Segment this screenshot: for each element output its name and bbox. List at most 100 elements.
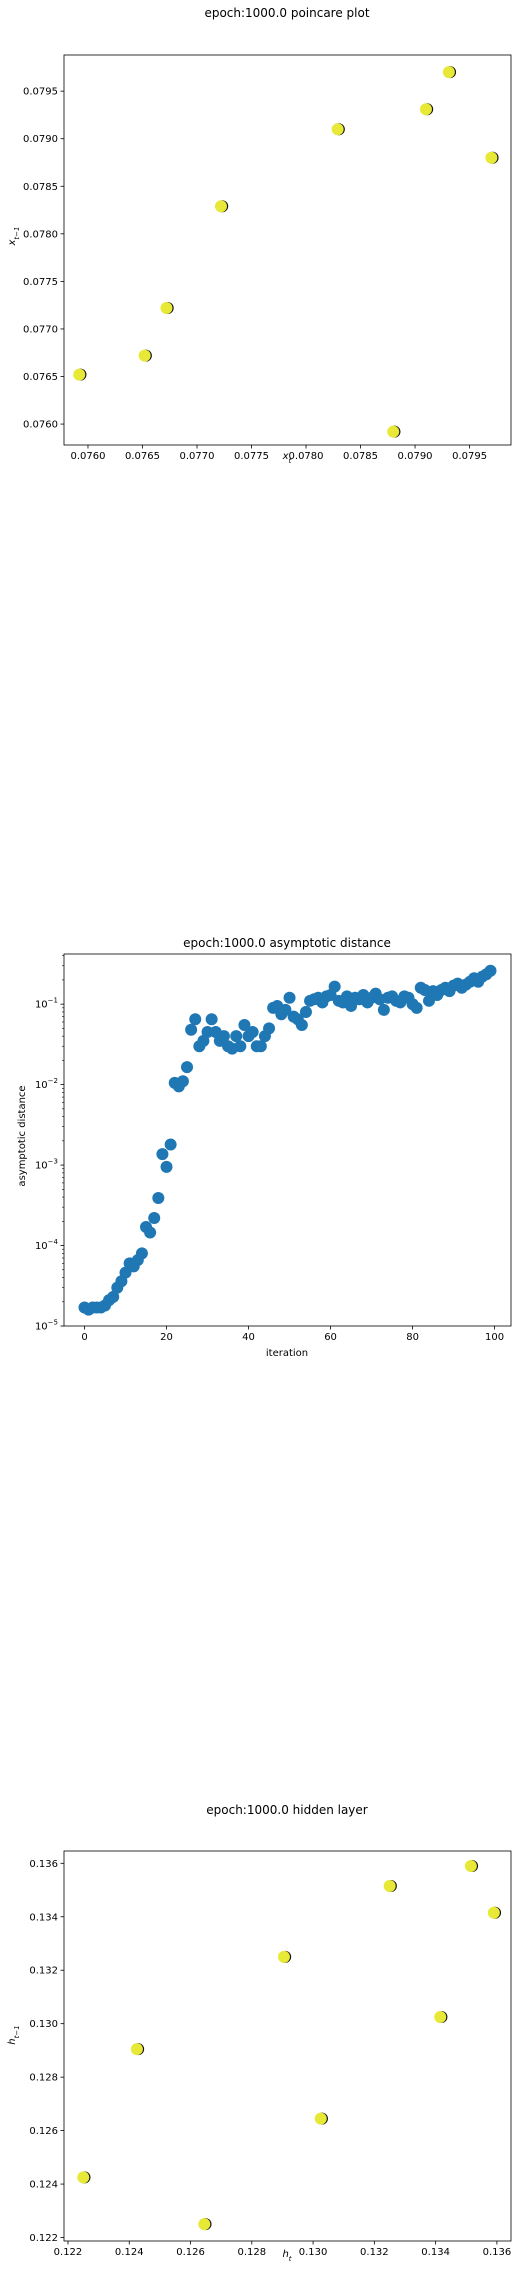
scatter-point (107, 1290, 120, 1303)
scatter-point (487, 1906, 502, 1919)
x-tick: 0.124 (115, 2241, 144, 2258)
y-tick-label: 10−2 (35, 1077, 58, 1091)
scatter-point (383, 1880, 397, 1893)
y-tick: 0.0795 (23, 87, 64, 98)
x-axis-ticks: 0.0760 0.0765 0.0770 0.0775 0.0780 0.0785 0.07… (70, 445, 487, 462)
scatter-point (434, 2010, 448, 2023)
plot-frame (63, 54, 512, 446)
y-axis-label: xt−1 (7, 227, 21, 247)
x-tick: 0.134 (421, 2241, 450, 2258)
x-tick: 100 (485, 1326, 504, 1343)
y-tick-label: 0.0760 (23, 420, 58, 431)
scatter-point (263, 1022, 276, 1035)
y-tick: 0.0760 (23, 420, 64, 431)
scatter-point (176, 1075, 189, 1088)
scatter-point (119, 1266, 132, 1279)
y-tick-label: 0.0780 (23, 229, 58, 240)
x-tick-label: 0.0790 (398, 451, 433, 462)
x-tick-label: 0.0770 (180, 451, 215, 462)
scatter-point (419, 103, 434, 116)
y-axis-ticks: 10−5 10−4 10−3 10−2 10−1 (35, 955, 64, 1333)
x-tick: 0.136 (483, 2241, 512, 2258)
x-tick: 0.0765 (125, 445, 160, 462)
plot-frame (63, 953, 512, 1327)
x-tick-label: 0.122 (54, 2247, 83, 2258)
x-axis-label: xt (282, 451, 292, 465)
x-tick: 0.0785 (343, 445, 378, 462)
scatter-point (135, 1247, 148, 1260)
y-tick: 0.136 (29, 1859, 64, 1870)
y-tick-label: 0.134 (29, 1912, 58, 1923)
x-tick-label: 0.0760 (70, 451, 105, 462)
y-tick: 0.0780 (23, 229, 64, 240)
x-axis-ticks: 0 20 40 60 80 100 (81, 1326, 504, 1343)
scatter-point (234, 1040, 247, 1053)
x-tick: 0.0780 (289, 445, 324, 462)
scatter-point (181, 1061, 194, 1074)
scatter-point (138, 349, 152, 362)
y-tick: 0.122 (29, 2233, 64, 2244)
y-tick-label: 0.132 (29, 1966, 58, 1977)
scatter-point (164, 1138, 177, 1151)
x-tick-label: 60 (324, 1332, 337, 1343)
x-axis-label-main: x (282, 451, 289, 462)
scatter-point (387, 425, 401, 438)
plot-frame (63, 1850, 512, 2242)
y-tick: 0.0785 (23, 182, 64, 193)
scatter-point (410, 1001, 423, 1014)
hidden-layer-chart: epoch:1000.0 hidden layer 0.122 0.124 0.12… (7, 1803, 512, 2263)
y-tick: 10−3 (35, 1158, 64, 1172)
chart-title: epoch:1000.0 asymptotic distance (183, 936, 391, 950)
scatter-point (144, 1226, 157, 1239)
scatter-point (156, 1148, 169, 1161)
y-tick: 0.126 (29, 2126, 64, 2137)
scatter-point (198, 2218, 212, 2231)
scatter-point (230, 1030, 243, 1043)
scatter-point (279, 1003, 292, 1016)
x-tick: 0.130 (299, 2241, 327, 2258)
x-tick: 80 (406, 1326, 419, 1343)
x-tick: 0.122 (54, 2241, 83, 2258)
y-tick-label: 0.0795 (23, 87, 58, 98)
x-tick-label: 20 (160, 1332, 173, 1343)
scatter-point (295, 1019, 308, 1032)
y-tick: 0.130 (29, 2019, 64, 2030)
x-tick-label: 0.0775 (234, 451, 269, 462)
x-tick-label: 0.0795 (452, 451, 487, 462)
x-tick: 0.0795 (452, 445, 487, 462)
scatter-point (283, 991, 296, 1004)
y-tick-label: 10−4 (35, 1238, 59, 1252)
scatter-point (160, 1160, 173, 1173)
y-tick: 10−1 (35, 997, 64, 1011)
scatter-point (485, 151, 499, 164)
scatter-point (214, 200, 229, 213)
x-axis-label: ht (282, 2249, 291, 2263)
scatter-point (73, 368, 87, 381)
y-axis-ticks: 0.122 0.124 0.126 0.128 0.130 0.132 0.134 0.136 (29, 1859, 64, 2244)
x-tick-label: 0.136 (483, 2247, 512, 2258)
x-tick: 0.128 (237, 2241, 266, 2258)
x-axis-ticks: 0.122 0.124 0.126 0.128 0.130 0.132 0.134 0.136 (54, 2241, 512, 2258)
scatter-point (148, 1211, 161, 1224)
chart-title: epoch:1000.0 poincare plot (204, 6, 369, 20)
y-tick-label: 0.130 (29, 2019, 58, 2030)
x-tick-label: 0.132 (360, 2247, 389, 2258)
y-tick-label: 0.0765 (23, 372, 58, 383)
y-tick-label: 0.0770 (23, 324, 58, 335)
y-tick: 0.0765 (23, 372, 64, 383)
y-tick: 0.124 (29, 2180, 64, 2191)
x-tick-label: 0.0765 (125, 451, 160, 462)
y-tick-label: 0.128 (29, 2073, 58, 2084)
x-tick: 0.0790 (398, 445, 433, 462)
x-tick: 20 (160, 1326, 173, 1343)
x-tick-label: 80 (406, 1332, 419, 1343)
scatter-point (442, 66, 457, 79)
scatter-point (328, 980, 341, 993)
scatter-point (77, 2171, 91, 2184)
y-tick-label: 0.0775 (23, 277, 58, 288)
y-tick-label: 0.122 (29, 2233, 58, 2244)
y-tick: 0.0790 (23, 134, 64, 145)
y-tick: 10−5 (35, 1319, 64, 1333)
scatter-points (73, 66, 499, 438)
x-axis-label: iteration (266, 1348, 308, 1359)
